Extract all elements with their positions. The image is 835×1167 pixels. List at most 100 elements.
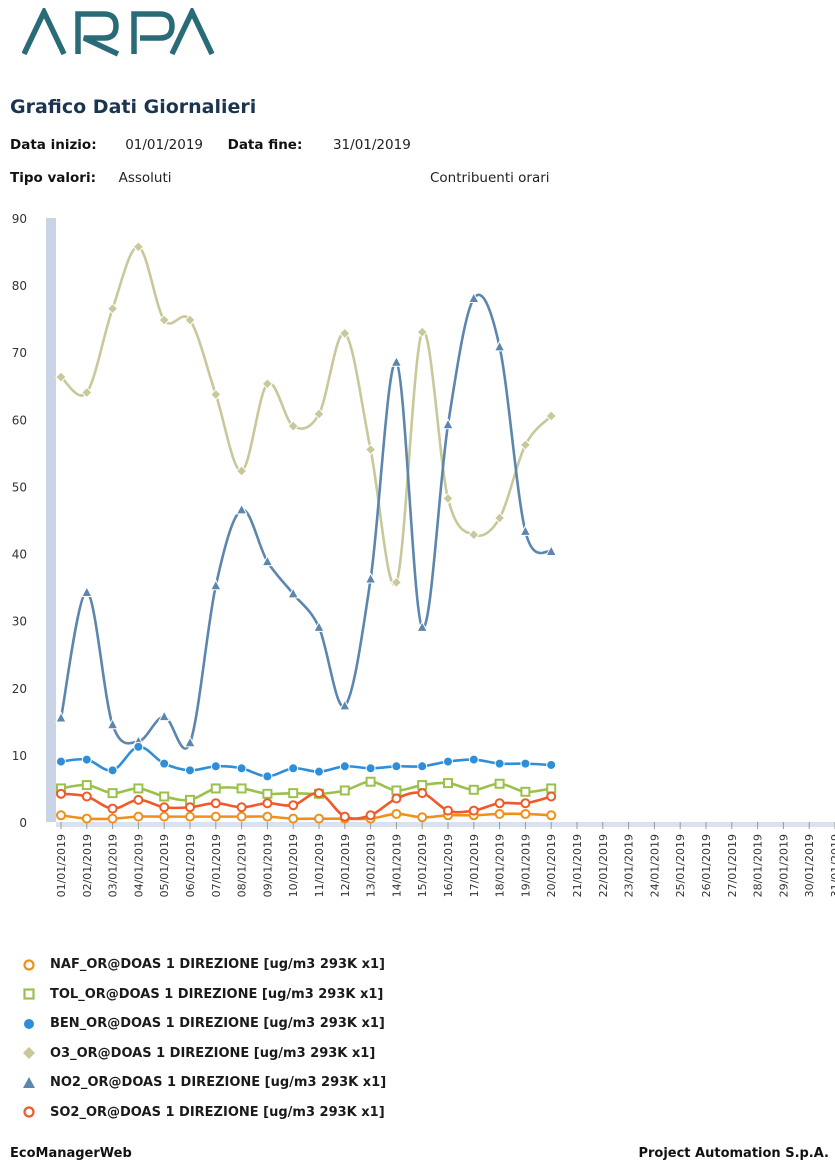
series-naf xyxy=(56,808,557,824)
data-point-o3 xyxy=(81,386,93,399)
x-tick-label: 11/01/2019 xyxy=(313,834,326,897)
data-point-no2 xyxy=(442,418,454,430)
data-point-tol xyxy=(520,786,531,797)
data-point-naf xyxy=(494,808,505,819)
x-tick-label: 31/01/2019 xyxy=(829,834,835,897)
legend-marker-icon xyxy=(24,1018,34,1029)
date-range-row: Data inizio: 01/01/2019 Data fine: 31/01… xyxy=(10,137,411,153)
data-point-so2 xyxy=(107,803,118,814)
y-tick-label: 50 xyxy=(12,480,27,494)
data-point-tol xyxy=(236,783,247,794)
data-point-so2 xyxy=(339,811,350,822)
data-point-ben xyxy=(417,761,428,772)
data-point-ben xyxy=(81,754,92,765)
data-point-no2 xyxy=(338,699,351,711)
data-point-o3 xyxy=(416,326,428,338)
x-tick-label: 13/01/2019 xyxy=(365,834,378,897)
x-tick-label: 20/01/2019 xyxy=(545,834,558,897)
legend-marker-icon xyxy=(23,988,35,1000)
x-axis-band xyxy=(56,822,835,827)
daily-data-chart: 0 10 20 30 40 50 60 70 80 90 01/01/2019 02/01/2019 0… xyxy=(12,212,835,897)
x-tick-label: 26/01/2019 xyxy=(700,834,713,897)
data-point-ben xyxy=(262,771,273,782)
data-point-tol xyxy=(468,784,479,795)
data-point-o3 xyxy=(442,492,454,505)
data-point-so2 xyxy=(314,788,324,799)
legend-item[interactable]: NO2_OR@DOAS 1 DIREZIONE [ug/m3 293K x1] xyxy=(22,1068,386,1098)
data-point-naf xyxy=(262,811,273,822)
x-tick-label: 14/01/2019 xyxy=(390,834,403,897)
data-point-o3 xyxy=(545,410,557,422)
series-so2 xyxy=(56,788,557,822)
data-point-tol xyxy=(391,785,402,796)
data-point-so2 xyxy=(468,805,479,816)
y-tick-label: 70 xyxy=(12,346,27,360)
data-point-tol xyxy=(546,783,557,794)
data-point-no2 xyxy=(390,355,403,367)
data-point-naf xyxy=(56,810,66,821)
data-point-so2 xyxy=(546,791,557,802)
data-point-ben xyxy=(314,766,324,777)
values-type-row: Tipo valori: Assoluti Contribuenti orari xyxy=(10,170,550,186)
data-point-o3 xyxy=(55,371,67,383)
footer-company: Project Automation S.p.A. xyxy=(638,1146,829,1161)
arpa-logo xyxy=(21,5,222,72)
end-date-label: Data fine: xyxy=(227,137,303,153)
data-point-no2 xyxy=(493,340,506,352)
legend-marker-icon xyxy=(23,1076,35,1088)
data-point-so2 xyxy=(417,788,428,799)
x-tick-label: 28/01/2019 xyxy=(752,834,765,897)
data-point-naf xyxy=(133,811,144,822)
data-point-o3 xyxy=(313,408,325,420)
legend-item[interactable]: O3_OR@DOAS 1 DIREZIONE [ug/m3 293K x1] xyxy=(22,1039,386,1069)
x-tick-label: 24/01/2019 xyxy=(648,834,661,897)
data-point-naf xyxy=(236,811,247,822)
data-point-ben xyxy=(133,741,144,752)
data-point-so2 xyxy=(494,798,505,809)
x-tick-label: 12/01/2019 xyxy=(339,834,352,897)
data-point-so2 xyxy=(520,798,531,809)
data-point-no2 xyxy=(235,503,248,515)
data-point-no2 xyxy=(106,718,119,730)
data-point-o3 xyxy=(106,302,119,315)
legend-item[interactable]: SO2_OR@DOAS 1 DIREZIONE [ug/m3 293K x1] xyxy=(22,1098,386,1128)
series-tol xyxy=(56,776,557,805)
data-point-naf xyxy=(159,811,170,822)
data-point-ben xyxy=(391,761,402,772)
data-point-tol xyxy=(107,788,118,799)
legend-item[interactable]: TOL_OR@DOAS 1 DIREZIONE [ug/m3 293K x1] xyxy=(22,980,386,1010)
data-point-ben xyxy=(159,758,170,769)
x-tick-label: 27/01/2019 xyxy=(726,834,739,897)
data-point-tol xyxy=(494,778,505,789)
data-point-so2 xyxy=(210,798,221,809)
data-point-naf xyxy=(81,813,92,824)
data-point-no2 xyxy=(467,291,480,304)
legend-label: BEN_OR@DOAS 1 DIREZIONE [ug/m3 293K x1] xyxy=(50,1016,385,1032)
y-tick-label: 90 xyxy=(12,212,27,226)
data-point-no2 xyxy=(80,585,93,597)
y-axis-band xyxy=(46,218,56,822)
x-tick-label: 07/01/2019 xyxy=(210,834,223,897)
data-point-tol xyxy=(365,776,376,787)
data-point-o3 xyxy=(519,439,532,451)
data-point-ben xyxy=(210,761,221,772)
legend-item[interactable]: NAF_OR@DOAS 1 DIREZIONE [ug/m3 293K x1] xyxy=(22,950,386,980)
data-point-o3 xyxy=(287,420,299,432)
x-tick-label: 18/01/2019 xyxy=(494,834,507,897)
x-tick-label: 06/01/2019 xyxy=(184,834,197,897)
data-point-so2 xyxy=(443,805,453,816)
data-point-naf xyxy=(417,812,428,823)
data-point-tol xyxy=(339,785,350,796)
start-date-value: 01/01/2019 xyxy=(125,137,204,153)
data-point-so2 xyxy=(236,802,247,813)
data-point-o3 xyxy=(261,378,274,390)
data-point-naf xyxy=(210,811,221,822)
legend-item[interactable]: BEN_OR@DOAS 1 DIREZIONE [ug/m3 293K x1] xyxy=(22,1009,386,1039)
data-point-tol xyxy=(81,780,92,791)
data-point-ben xyxy=(339,761,350,772)
values-type-value: Assoluti xyxy=(118,170,172,186)
x-tick-label: 03/01/2019 xyxy=(107,834,120,897)
y-tick-label: 30 xyxy=(12,615,27,629)
data-point-o3 xyxy=(158,314,170,326)
x-tick-label: 17/01/2019 xyxy=(468,834,481,897)
